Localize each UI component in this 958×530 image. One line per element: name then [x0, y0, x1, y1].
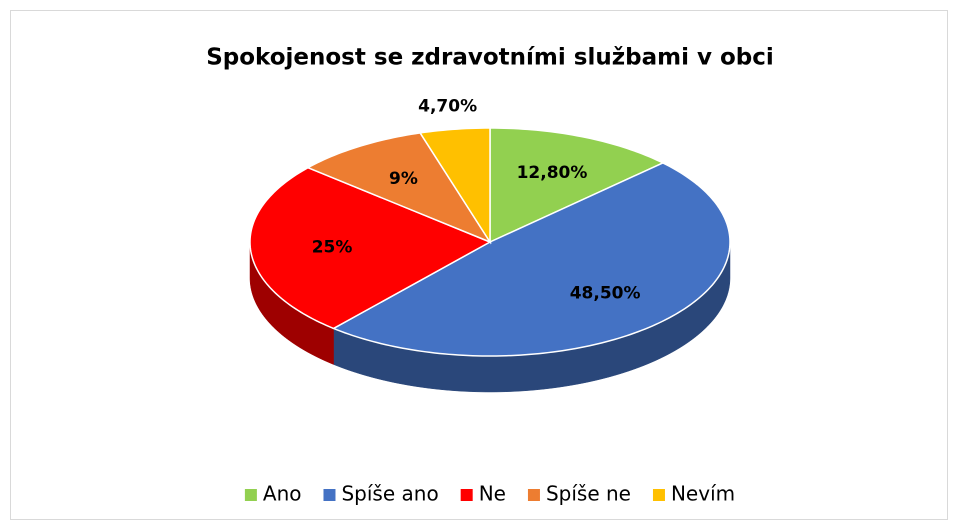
legend-swatch [460, 489, 473, 501]
legend-swatch [527, 489, 540, 501]
data-label: 9% [389, 169, 418, 189]
legend-swatch [323, 489, 336, 501]
chart-title: Spokojenost se zdravotními službami v ob… [206, 45, 774, 71]
legend-label: Ne [479, 482, 506, 506]
legend-label: Spíše ano [341, 482, 438, 506]
data-label: 4,70% [418, 97, 477, 117]
data-label: 12,80% [517, 163, 588, 183]
pie-slice [306, 132, 492, 244]
data-label: 48,50% [570, 284, 641, 304]
legend-swatch [244, 489, 257, 501]
legend: Ano Spíše ano Ne Spíše ne Nevím [244, 482, 735, 506]
legend-label: Nevím [671, 482, 735, 506]
pie-slice [331, 162, 731, 357]
legend-swatch [652, 489, 665, 501]
pie-slice [489, 127, 665, 244]
legend-label: Spíše ne [546, 482, 631, 506]
pie-slice [418, 127, 491, 245]
legend-label: Ano [263, 482, 302, 506]
data-label: 25% [312, 238, 353, 258]
pie-slice [249, 166, 492, 330]
